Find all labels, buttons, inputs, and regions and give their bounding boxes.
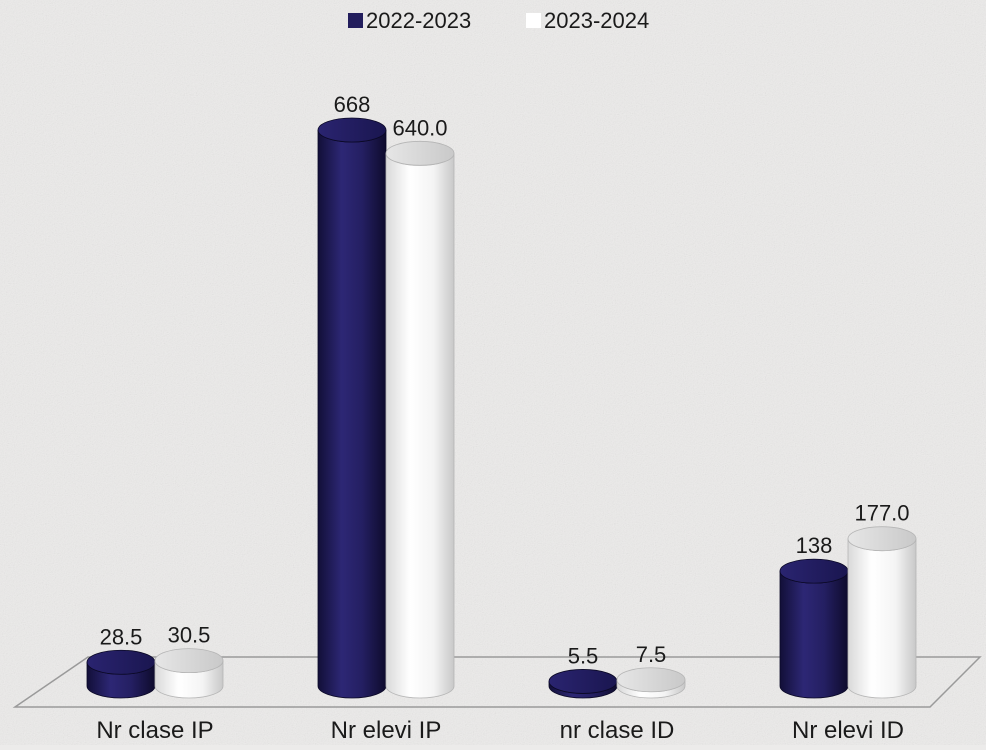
legend-label-2: 2023-2024	[544, 8, 649, 33]
bar-2-1	[154, 648, 224, 699]
legend-swatch-2	[526, 13, 541, 28]
value-label-2-3: 7.5	[636, 642, 667, 667]
value-label-1-1: 28.5	[100, 624, 143, 649]
category-label-1: Nr clase IP	[96, 717, 213, 744]
floor-plane	[12, 656, 982, 708]
bar-1-2	[317, 117, 387, 699]
bar-2-3	[616, 667, 686, 699]
bar-top	[385, 140, 455, 166]
value-label-1-3: 5.5	[568, 643, 599, 668]
bars-group	[86, 117, 917, 699]
bar-body	[847, 538, 917, 699]
value-label-1-2: 668	[334, 92, 371, 117]
bar-body	[385, 153, 455, 699]
category-label-2: Nr elevi IP	[331, 717, 442, 744]
value-label-2-4: 177.0	[854, 501, 909, 526]
value-label-1-4: 138	[796, 533, 833, 558]
bar-top	[779, 558, 849, 584]
legend-label-1: 2022-2023	[366, 8, 471, 33]
bar-1-1	[86, 649, 156, 699]
bar-body	[317, 129, 387, 699]
bar-body	[779, 571, 849, 699]
bar-top	[317, 117, 387, 143]
bar-1-3	[548, 669, 618, 699]
category-label-3: nr clase ID	[560, 717, 675, 744]
bar-top	[616, 667, 686, 693]
bar-top	[847, 526, 917, 552]
legend-swatch-1	[348, 13, 363, 28]
category-label-4: Nr elevi ID	[792, 717, 904, 744]
bar-top	[548, 669, 618, 694]
bar-top	[154, 648, 224, 674]
value-label-2-1: 30.5	[168, 623, 211, 648]
value-labels-group: 28.5 30.5 668 640.0 5.5 7.5 138 177.0	[100, 92, 910, 668]
legend: 2022-2023 2023-2024	[348, 8, 649, 33]
value-label-2-2: 640.0	[392, 115, 447, 140]
bar-2-2	[385, 140, 455, 699]
bar-top	[86, 649, 156, 675]
bar-2-4	[847, 526, 917, 699]
category-labels-group: Nr clase IP Nr elevi IP nr clase ID Nr elev…	[96, 717, 904, 744]
bar-1-4	[779, 558, 849, 699]
